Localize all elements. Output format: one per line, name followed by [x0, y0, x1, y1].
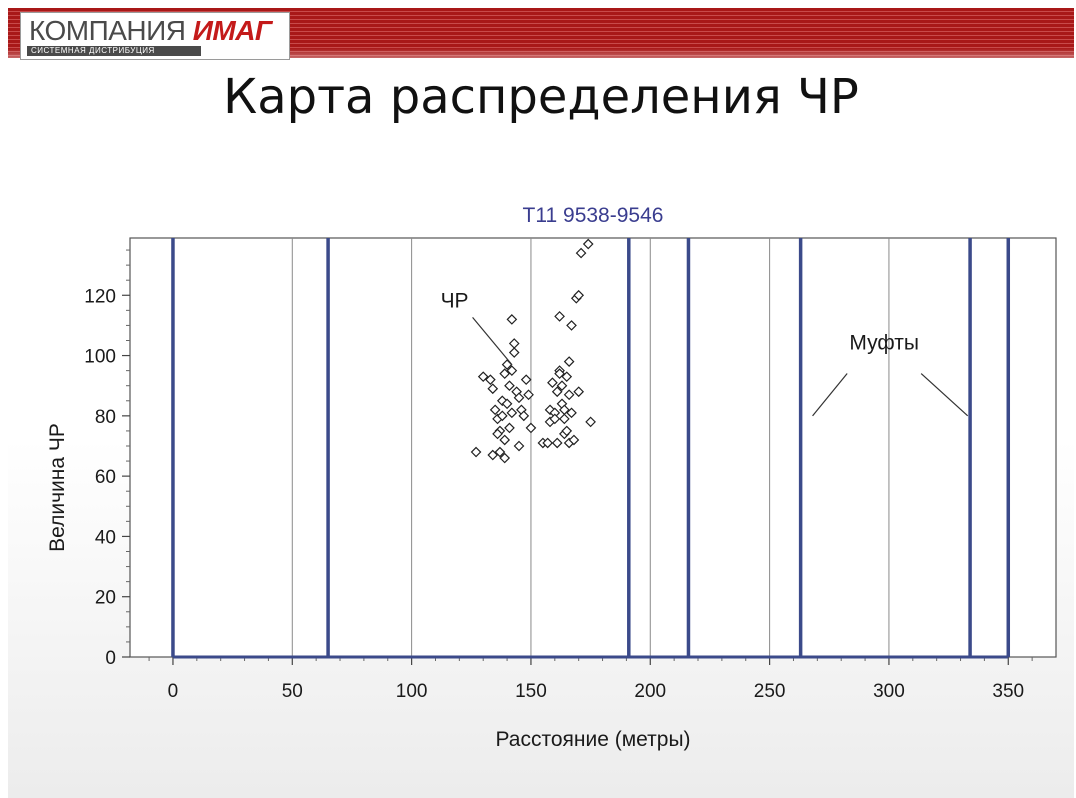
pd-point [551, 437, 563, 449]
company-logo: КОМПАНИЯ ИМАГ СИСТЕМНАЯ ДИСТРИБУЦИЯ [20, 12, 290, 60]
annotation-joints-pointer [920, 373, 969, 417]
pd-point [520, 374, 532, 386]
pd-point [525, 422, 537, 434]
y-tick-label: 100 [84, 347, 116, 368]
slide: КОМПАНИЯ ИМАГ СИСТЕМНАЯ ДИСТРИБУЦИЯ Карт… [8, 0, 1074, 798]
pd-point [506, 314, 518, 325]
logo-wordmark: КОМПАНИЯ ИМАГ [29, 16, 272, 46]
pd-point [551, 386, 563, 398]
slide-title: Карта распределения ЧР [223, 69, 859, 125]
pd-point [477, 371, 489, 383]
pd-point [501, 398, 513, 410]
y-tick-label: 20 [95, 588, 116, 609]
x-tick-label: 300 [873, 681, 905, 702]
annotation-pd-label: ЧР [441, 289, 469, 312]
x-tick-label: 100 [396, 681, 428, 702]
chart-title: T11 9538-9546 [523, 204, 664, 227]
pd-point [518, 410, 530, 422]
pd-point [523, 389, 534, 401]
plot-area [129, 237, 1057, 658]
pd-point [494, 446, 506, 458]
y-axis-label: Величина ЧР [46, 423, 69, 552]
pd-point [585, 416, 596, 428]
pd-point [554, 311, 565, 322]
pd-point [573, 386, 585, 398]
y-tick-label: 40 [95, 527, 116, 548]
annotation-joints-pointer [812, 373, 848, 417]
annotation-pd-pointer [472, 316, 513, 365]
pd-point [582, 238, 594, 250]
pd-point [559, 413, 570, 425]
pd-point [496, 410, 508, 422]
y-tick-label: 60 [95, 467, 116, 488]
pd-point [504, 380, 515, 392]
x-tick-label: 50 [282, 681, 303, 702]
pd-point [566, 320, 577, 331]
x-tick-label: 250 [754, 681, 786, 702]
y-tick-label: 0 [105, 648, 116, 669]
x-tick-label: 0 [168, 681, 179, 702]
pd-point [506, 407, 518, 419]
pd-point [561, 425, 573, 437]
header-bar-shade [8, 48, 1074, 58]
pd-point [487, 383, 499, 395]
pd-point [556, 380, 568, 392]
x-tick-label: 350 [992, 681, 1024, 702]
pd-point [499, 368, 511, 379]
pd-point [568, 434, 580, 446]
pd-point [499, 452, 511, 464]
pd-point [563, 356, 575, 367]
logo-word-1: КОМПАНИЯ [29, 15, 186, 46]
pd-point [547, 377, 558, 389]
y-tick-label: 80 [95, 407, 116, 428]
pd-point [499, 434, 511, 446]
x-tick-label: 200 [634, 681, 666, 702]
pd-point [506, 365, 518, 376]
pd-point [561, 371, 573, 383]
pd-point [485, 374, 496, 386]
pd-point [487, 449, 499, 461]
header-bar: КОМПАНИЯ ИМАГ СИСТЕМНАЯ ДИСТРИБУЦИЯ [8, 8, 1074, 60]
pd-point [489, 404, 501, 416]
annotation-joints-label: Муфты [849, 332, 919, 355]
pd-point [492, 428, 503, 440]
pd-point [470, 446, 482, 458]
pd-point [554, 368, 565, 379]
pd-point [549, 413, 561, 425]
x-tick-label: 150 [515, 681, 547, 702]
logo-tagline: СИСТЕМНАЯ ДИСТРИБУЦИЯ [27, 46, 201, 56]
pd-point [573, 289, 585, 301]
pd-point [508, 347, 520, 358]
logo-word-2: ИМАГ [192, 15, 272, 46]
pd-distribution-chart: 0 50 100 150 200 250 300 350 0 20 40 60 80 100 120 ЧР Му… [46, 204, 1057, 751]
pd-point [504, 422, 515, 434]
pd-point [566, 407, 577, 419]
pd-point [575, 247, 587, 259]
pd-point [542, 437, 554, 449]
pd-point [563, 389, 575, 401]
pd-point [513, 440, 525, 452]
x-axis-label: Расстояние (метры) [495, 728, 690, 751]
y-tick-label: 120 [84, 286, 116, 307]
pd-point [513, 392, 525, 404]
